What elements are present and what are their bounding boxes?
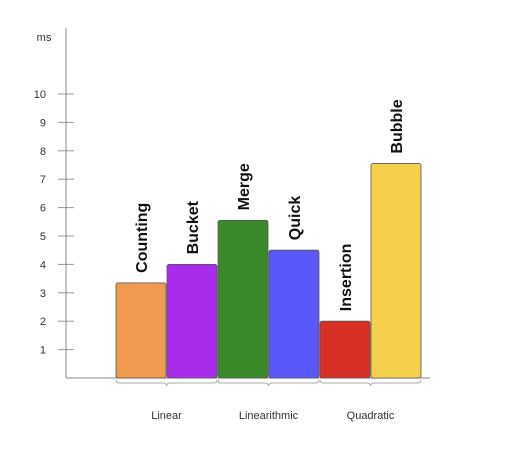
y-tick-label: 3 [40,288,46,300]
y-tick-label: 10 [34,89,46,101]
y-tick-label: 8 [40,146,46,158]
y-tick-label: 7 [40,174,46,186]
bar-label-merge: Merge [236,163,253,210]
y-tick-label: 6 [40,203,46,215]
bar-label-bubble: Bubble [389,99,406,153]
bar-quick [268,249,320,379]
group-label-linear: Linear [151,410,182,422]
bar-bucket [166,263,218,379]
y-tick-label: 4 [40,259,46,271]
group-brace [115,379,218,387]
y-tick-label: 5 [40,231,46,243]
group-label-linearithmic: Linearithmic [239,410,299,422]
group-label-quadratic: Quadratic [347,410,395,422]
group-brace [217,379,320,387]
bar-counting [115,282,167,379]
y-tick-label: 2 [40,316,46,328]
y-tick-label: 1 [40,345,46,357]
bar-merge [217,219,269,379]
y-tick-label: 9 [40,117,46,129]
bar-label-counting: Counting [134,203,151,273]
bar-label-bucket: Bucket [185,200,202,254]
bar-bubble [370,163,422,379]
bar-label-quick: Quick [287,196,304,241]
bar-label-insertion: Insertion [338,244,355,312]
group-brace [319,379,422,387]
bar-insertion [319,320,371,379]
y-axis-unit-label: ms [37,32,52,44]
